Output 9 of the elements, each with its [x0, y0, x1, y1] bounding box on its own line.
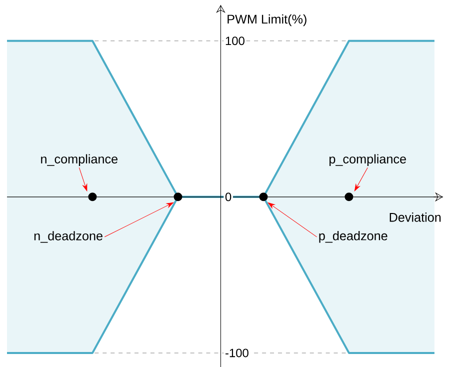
y-tick-label: 0	[225, 192, 232, 202]
y-tick-label: 100	[226, 36, 244, 46]
annotation: n_deadzone	[34, 231, 102, 243]
x-axis-title: Deviation	[390, 212, 441, 222]
annotation: p_compliance	[330, 154, 406, 166]
y-axis-title: PWM Limit(%)	[228, 14, 306, 26]
annotation: p_deadzone	[319, 231, 388, 243]
annotation: n_compliance	[41, 154, 118, 166]
y-tick-label: -100	[226, 348, 248, 358]
